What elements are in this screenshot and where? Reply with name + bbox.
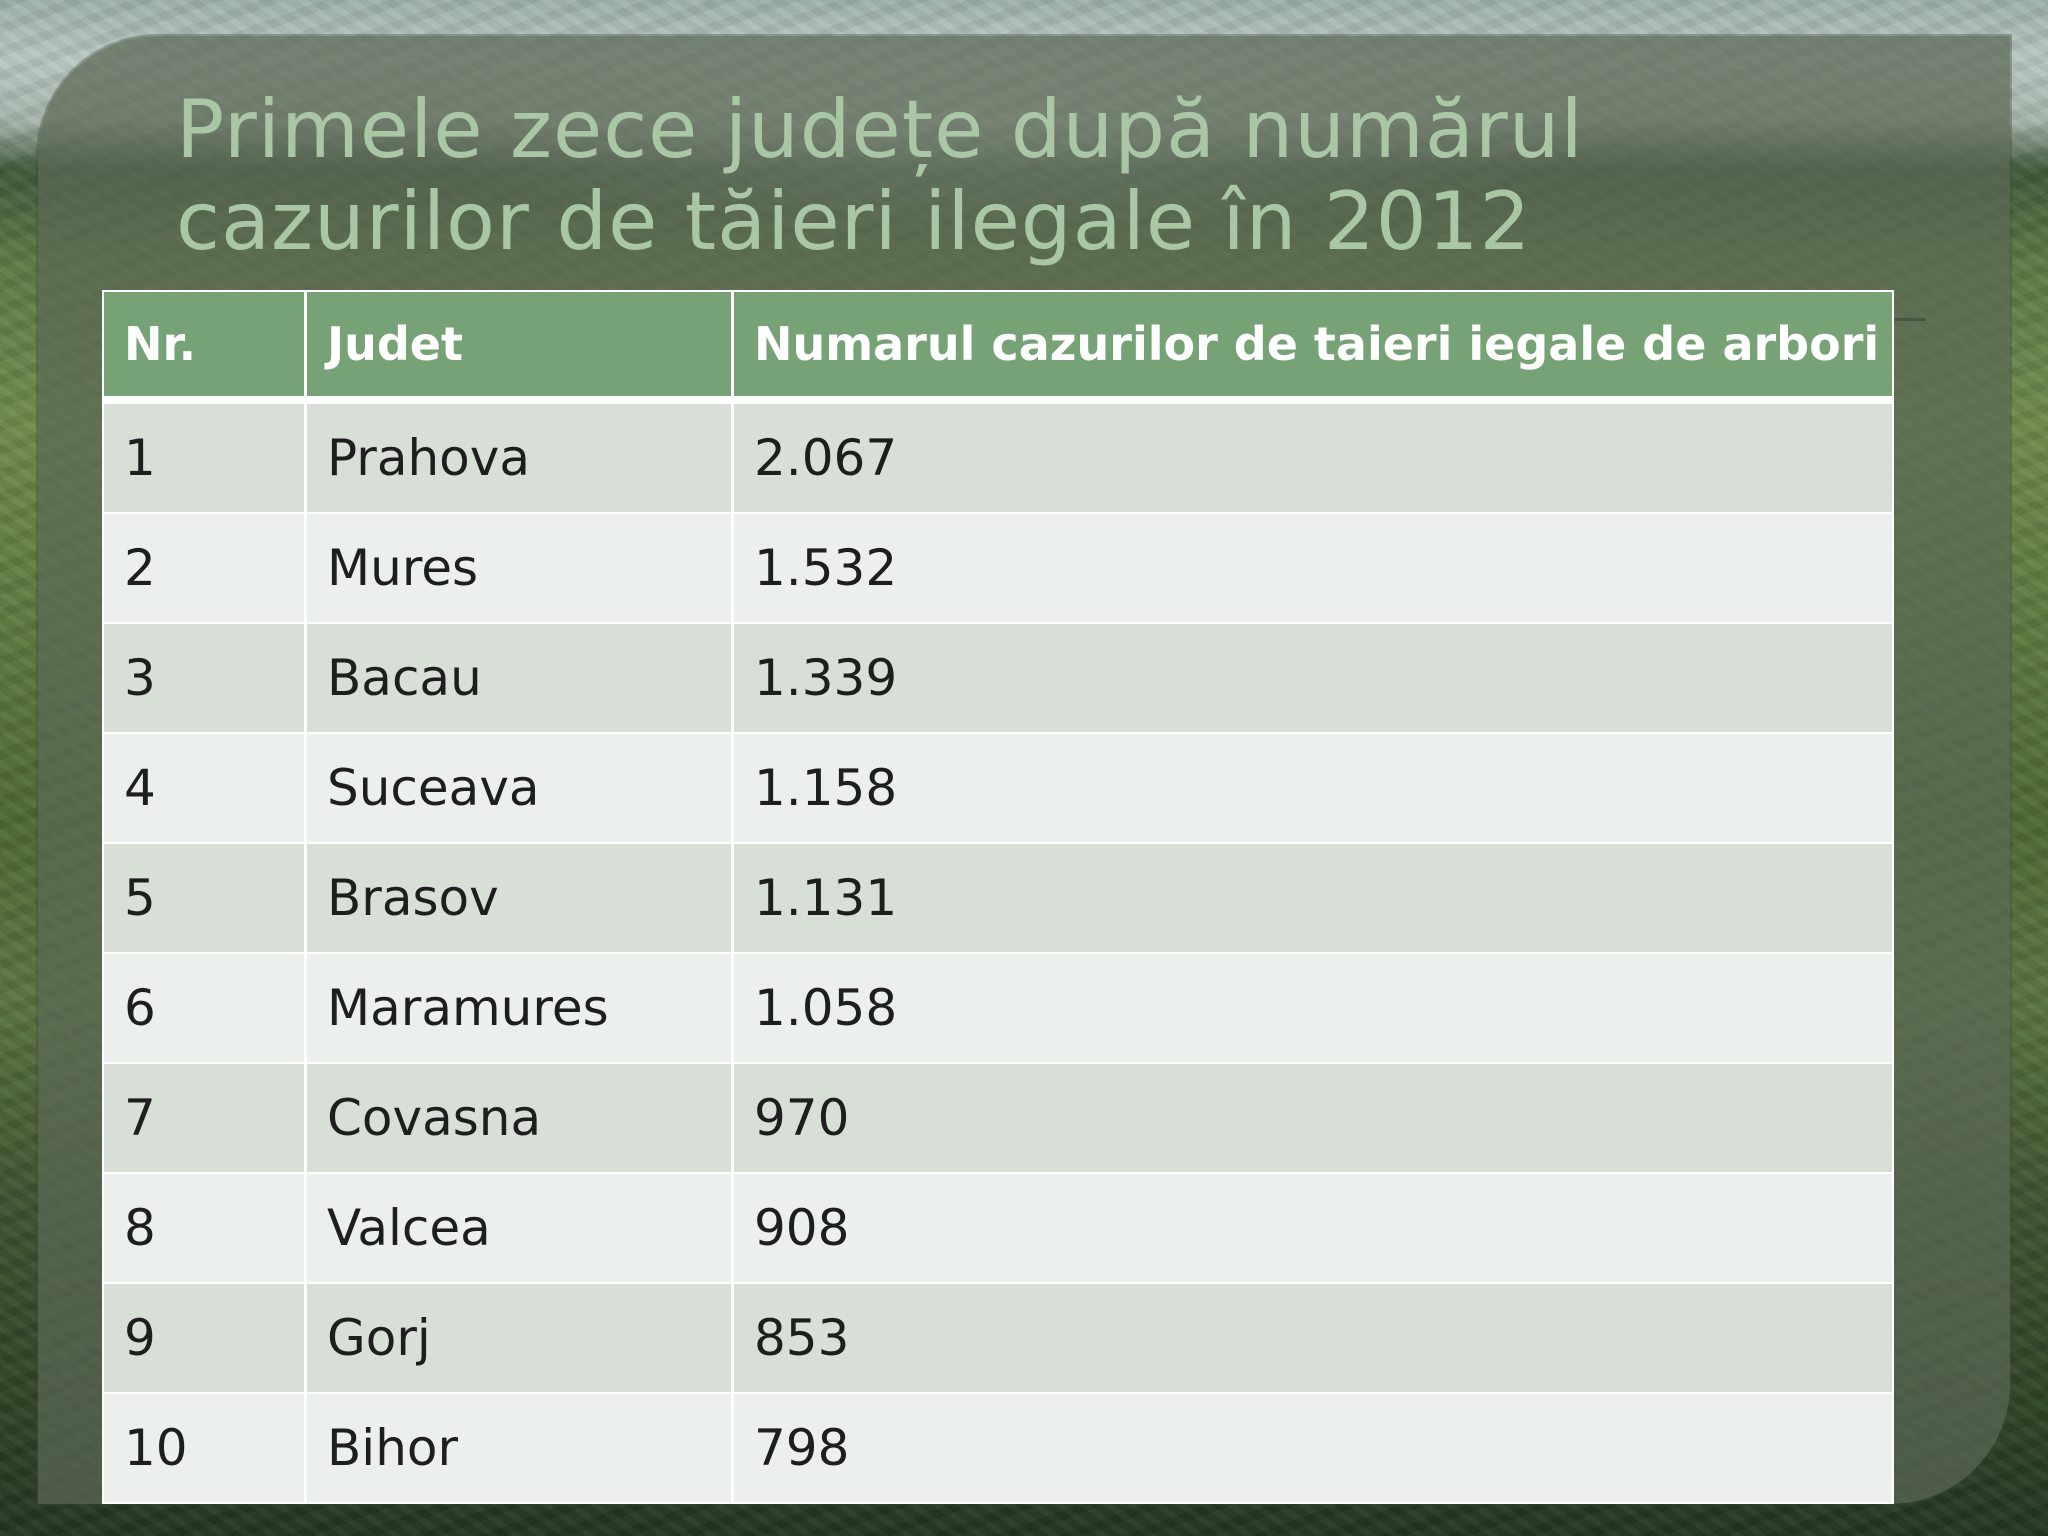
column-header-cazuri: Numarul cazurilor de taieri iegale de ar…	[734, 290, 1894, 404]
cell-cazuri: 1.058	[734, 954, 1894, 1064]
slide-title-line-2: cazurilor de tăieri ilegale în 2012	[176, 175, 1532, 268]
table-row: 1 Prahova 2.067	[102, 404, 1894, 514]
cell-judet: Bihor	[307, 1394, 734, 1504]
slide-title: Primele zece județe după numărul cazuril…	[176, 84, 1876, 268]
cell-nr: 2	[102, 514, 307, 624]
cell-nr: 8	[102, 1174, 307, 1284]
cell-nr: 4	[102, 734, 307, 844]
cell-nr: 5	[102, 844, 307, 954]
cell-judet: Suceava	[307, 734, 734, 844]
cell-cazuri: 1.532	[734, 514, 1894, 624]
table-row: 8 Valcea 908	[102, 1174, 1894, 1284]
table-row: 10 Bihor 798	[102, 1394, 1894, 1504]
cell-nr: 9	[102, 1284, 307, 1394]
data-table-container: Nr. Judet Numarul cazurilor de taieri ie…	[102, 290, 1894, 1504]
table-body: 1 Prahova 2.067 2 Mures 1.532 3 Bacau 1.…	[102, 404, 1894, 1504]
data-table: Nr. Judet Numarul cazurilor de taieri ie…	[102, 290, 1894, 1504]
table-row: 3 Bacau 1.339	[102, 624, 1894, 734]
table-row: 9 Gorj 853	[102, 1284, 1894, 1394]
cell-cazuri: 798	[734, 1394, 1894, 1504]
column-header-nr: Nr.	[102, 290, 307, 404]
cell-cazuri: 1.158	[734, 734, 1894, 844]
table-row: 4 Suceava 1.158	[102, 734, 1894, 844]
cell-cazuri: 908	[734, 1174, 1894, 1284]
table-header-row: Nr. Judet Numarul cazurilor de taieri ie…	[102, 290, 1894, 404]
cell-judet: Mures	[307, 514, 734, 624]
cell-judet: Covasna	[307, 1064, 734, 1174]
cell-judet: Prahova	[307, 404, 734, 514]
table-header: Nr. Judet Numarul cazurilor de taieri ie…	[102, 290, 1894, 404]
cell-nr: 10	[102, 1394, 307, 1504]
cell-nr: 7	[102, 1064, 307, 1174]
cell-cazuri: 1.131	[734, 844, 1894, 954]
cell-judet: Maramures	[307, 954, 734, 1064]
table-row: 5 Brasov 1.131	[102, 844, 1894, 954]
cell-judet: Bacau	[307, 624, 734, 734]
cell-nr: 3	[102, 624, 307, 734]
slide-title-line-1: Primele zece județe după numărul	[176, 83, 1584, 176]
cell-cazuri: 2.067	[734, 404, 1894, 514]
cell-cazuri: 853	[734, 1284, 1894, 1394]
cell-judet: Brasov	[307, 844, 734, 954]
cell-judet: Valcea	[307, 1174, 734, 1284]
table-row: 7 Covasna 970	[102, 1064, 1894, 1174]
column-header-judet: Judet	[307, 290, 734, 404]
table-row: 2 Mures 1.532	[102, 514, 1894, 624]
cell-cazuri: 1.339	[734, 624, 1894, 734]
cell-nr: 6	[102, 954, 307, 1064]
cell-cazuri: 970	[734, 1064, 1894, 1174]
cell-nr: 1	[102, 404, 307, 514]
table-row: 6 Maramures 1.058	[102, 954, 1894, 1064]
cell-judet: Gorj	[307, 1284, 734, 1394]
